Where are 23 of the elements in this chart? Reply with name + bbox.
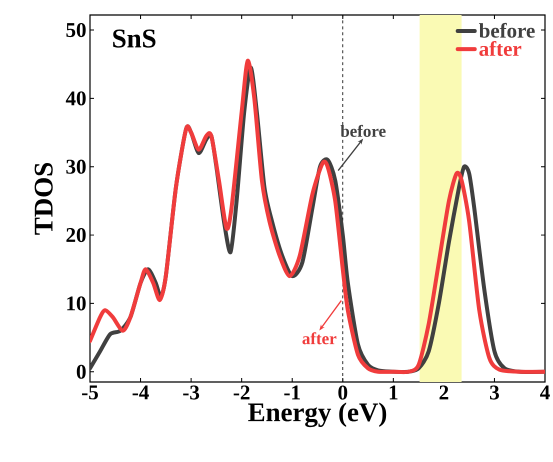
y-tick-label: 50 (66, 22, 86, 38)
y-tick-label: 40 (66, 91, 86, 106)
y-tick-label: 30 (66, 160, 86, 174)
x-tick-label: 0 (338, 386, 348, 400)
y-tick-label: 10 (67, 296, 86, 310)
x-tick-label: -3 (183, 386, 200, 400)
y-axis-title: TDOS (34, 163, 53, 235)
x-tick-label: 2 (440, 386, 448, 400)
x-tick-label: -2 (234, 386, 250, 400)
annotation: before (340, 124, 386, 137)
y-tick-label: 0 (76, 364, 86, 379)
x-tick-label: 4 (540, 386, 550, 400)
x-tick-label: -4 (132, 386, 149, 400)
x-tick-label: -5 (82, 386, 98, 400)
x-tick-label: 1 (390, 386, 398, 400)
x-axis-title: Energy (eV) (248, 402, 386, 428)
legend-label: after (479, 41, 522, 56)
x-tick-label: 3 (490, 386, 499, 400)
y-tick-label: 20 (66, 228, 86, 242)
x-tick-label: -1 (284, 386, 300, 400)
annotation: after (302, 332, 336, 344)
chart-title: SnS (113, 30, 156, 48)
legend-label: before (478, 22, 535, 38)
